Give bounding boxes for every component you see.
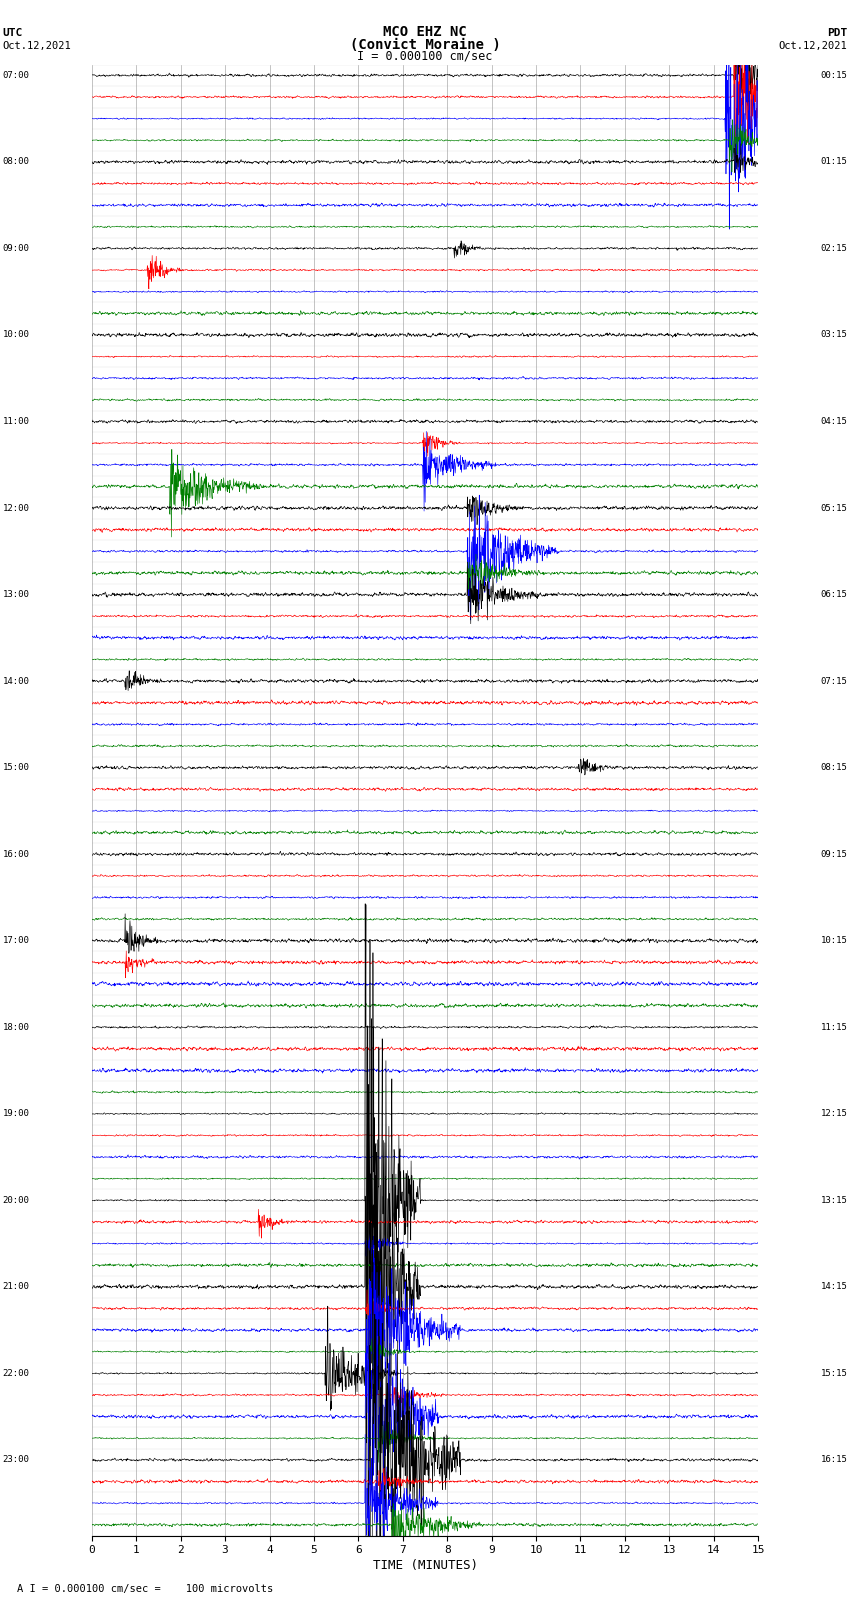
Text: Oct.12,2021: Oct.12,2021 — [779, 42, 847, 52]
Text: 10:15: 10:15 — [820, 936, 847, 945]
Text: 03:15: 03:15 — [820, 331, 847, 339]
Text: 04:15: 04:15 — [820, 418, 847, 426]
Text: 07:00: 07:00 — [3, 71, 30, 79]
Text: 23:00: 23:00 — [3, 1455, 30, 1465]
Text: MCO EHZ NC: MCO EHZ NC — [383, 26, 467, 39]
Text: 02:15: 02:15 — [820, 244, 847, 253]
Text: 19:00: 19:00 — [3, 1110, 30, 1118]
Text: 18:00: 18:00 — [3, 1023, 30, 1032]
Text: A I = 0.000100 cm/sec =    100 microvolts: A I = 0.000100 cm/sec = 100 microvolts — [17, 1584, 273, 1594]
Text: I = 0.000100 cm/sec: I = 0.000100 cm/sec — [357, 50, 493, 63]
Text: Oct.12,2021: Oct.12,2021 — [3, 42, 71, 52]
Text: 13:15: 13:15 — [820, 1195, 847, 1205]
Text: 11:15: 11:15 — [820, 1023, 847, 1032]
Text: 15:00: 15:00 — [3, 763, 30, 773]
Text: (Convict Moraine ): (Convict Moraine ) — [349, 39, 501, 52]
Text: 06:15: 06:15 — [820, 590, 847, 598]
Text: 13:00: 13:00 — [3, 590, 30, 598]
Text: 22:00: 22:00 — [3, 1369, 30, 1378]
Text: 10:00: 10:00 — [3, 331, 30, 339]
Text: 07:15: 07:15 — [820, 676, 847, 686]
Text: 15:15: 15:15 — [820, 1369, 847, 1378]
Text: 16:15: 16:15 — [820, 1455, 847, 1465]
Text: 16:00: 16:00 — [3, 850, 30, 858]
Text: UTC: UTC — [3, 29, 23, 39]
Text: 09:15: 09:15 — [820, 850, 847, 858]
Text: PDT: PDT — [827, 29, 847, 39]
Text: 08:15: 08:15 — [820, 763, 847, 773]
X-axis label: TIME (MINUTES): TIME (MINUTES) — [372, 1560, 478, 1573]
Text: 21:00: 21:00 — [3, 1282, 30, 1292]
Text: 01:15: 01:15 — [820, 158, 847, 166]
Text: 17:00: 17:00 — [3, 936, 30, 945]
Text: 12:15: 12:15 — [820, 1110, 847, 1118]
Text: 05:15: 05:15 — [820, 503, 847, 513]
Text: 08:00: 08:00 — [3, 158, 30, 166]
Text: 14:15: 14:15 — [820, 1282, 847, 1292]
Text: 20:00: 20:00 — [3, 1195, 30, 1205]
Text: 12:00: 12:00 — [3, 503, 30, 513]
Text: 00:15: 00:15 — [820, 71, 847, 79]
Text: 09:00: 09:00 — [3, 244, 30, 253]
Text: 14:00: 14:00 — [3, 676, 30, 686]
Text: 11:00: 11:00 — [3, 418, 30, 426]
